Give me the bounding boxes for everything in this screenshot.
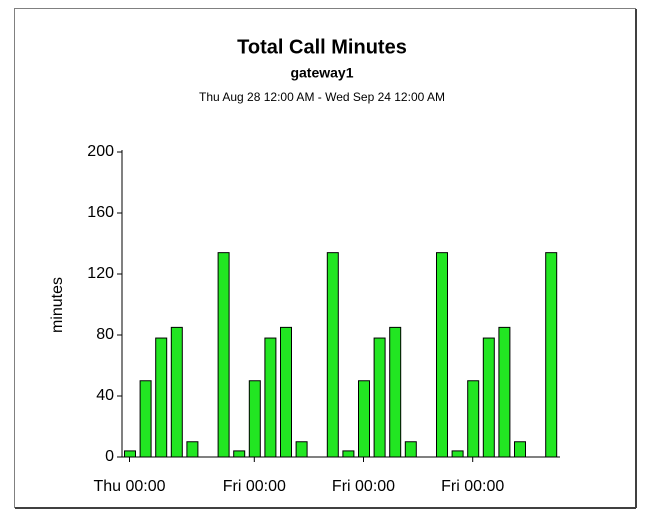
top-strip xyxy=(0,0,646,8)
bar xyxy=(217,252,230,458)
bar xyxy=(280,326,292,458)
bar xyxy=(436,252,448,458)
y-tick-label: 120 xyxy=(87,265,114,282)
bar xyxy=(482,337,495,458)
bar xyxy=(358,380,370,458)
bar xyxy=(139,380,152,458)
bar xyxy=(326,252,339,458)
y-tick-label: 160 xyxy=(87,204,114,221)
chart-title: Total Call Minutes xyxy=(237,36,407,58)
y-tick-label: 0 xyxy=(105,448,114,465)
bar xyxy=(124,450,136,458)
x-tick-label: Fri 00:00 xyxy=(223,478,286,495)
date-range: Thu Aug 28 12:00 AM - Wed Sep 24 12:00 A… xyxy=(199,90,445,104)
bar xyxy=(545,252,558,458)
bar xyxy=(264,337,277,458)
bar xyxy=(373,337,386,458)
bar xyxy=(404,441,417,458)
x-tick-label: Fri 00:00 xyxy=(441,478,504,495)
bar xyxy=(389,326,402,458)
y-axis-label: minutes xyxy=(49,277,66,333)
bar xyxy=(342,450,355,458)
bar xyxy=(295,441,308,458)
bar xyxy=(233,450,246,458)
chart-subtitle: gateway1 xyxy=(290,65,353,81)
x-tick-label: Thu 00:00 xyxy=(93,478,165,495)
x-tick-label: Fri 00:00 xyxy=(332,478,395,495)
bar xyxy=(467,380,480,458)
chart-frame xyxy=(14,8,636,508)
bar xyxy=(155,337,168,458)
bar xyxy=(451,450,464,458)
y-tick-label: 80 xyxy=(96,326,114,343)
y-tick-label: 200 xyxy=(87,143,114,160)
bar xyxy=(514,441,526,458)
bar xyxy=(186,441,199,458)
y-tick-label: 40 xyxy=(96,387,114,404)
bar xyxy=(498,326,511,458)
bar xyxy=(170,326,183,458)
bar xyxy=(248,380,261,458)
